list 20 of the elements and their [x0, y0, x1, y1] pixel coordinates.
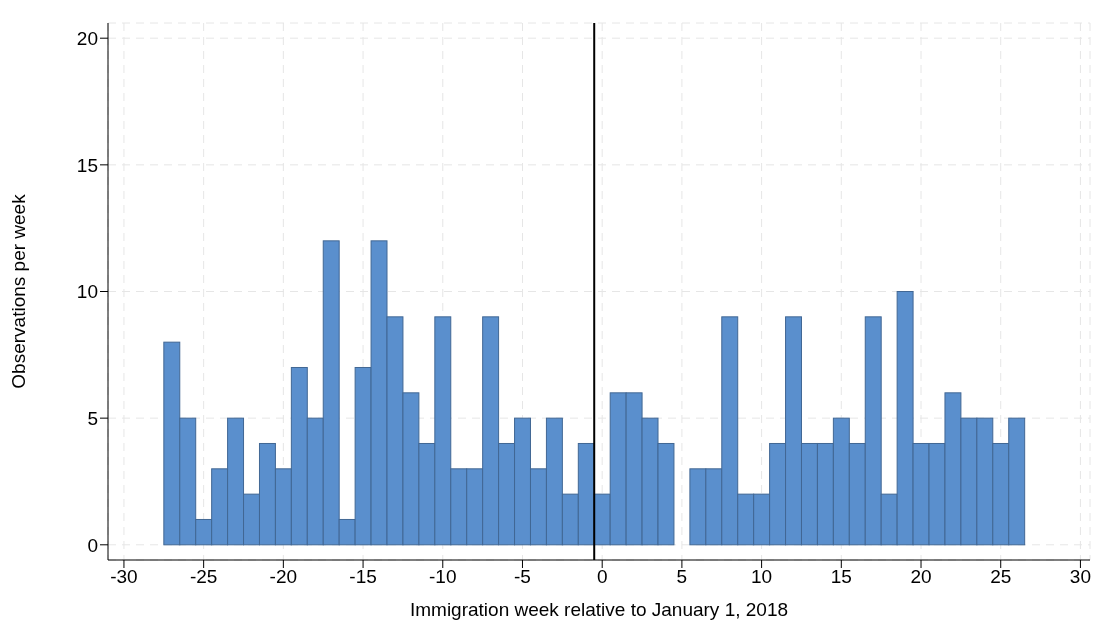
x-tick-label: -10 — [429, 566, 457, 588]
y-tick-label: 5 — [87, 407, 98, 429]
x-tick-label: 0 — [596, 566, 608, 588]
x-tick-label: -15 — [349, 566, 377, 588]
x-tick-label: -30 — [110, 566, 138, 588]
x-tick-label: 20 — [910, 566, 932, 588]
y-axis-title: Observations per week — [7, 193, 29, 389]
x-tick-label: -5 — [514, 566, 531, 588]
y-tick-label: 0 — [87, 534, 98, 556]
x-tick-label: 5 — [676, 566, 688, 588]
x-tick-label: 30 — [1069, 566, 1092, 588]
x-tick-label: 25 — [990, 566, 1012, 588]
x-tick-label: -20 — [269, 566, 298, 588]
x-tick-label: 10 — [751, 566, 773, 588]
y-tick-label: 15 — [76, 154, 98, 176]
y-tick-label: 10 — [76, 281, 98, 303]
x-tick-label: 15 — [830, 566, 852, 588]
x-tick-label: -25 — [189, 566, 218, 588]
y-tick-label: 20 — [76, 27, 98, 49]
x-axis-title: Immigration week relative to January 1, 2018 — [409, 599, 789, 620]
